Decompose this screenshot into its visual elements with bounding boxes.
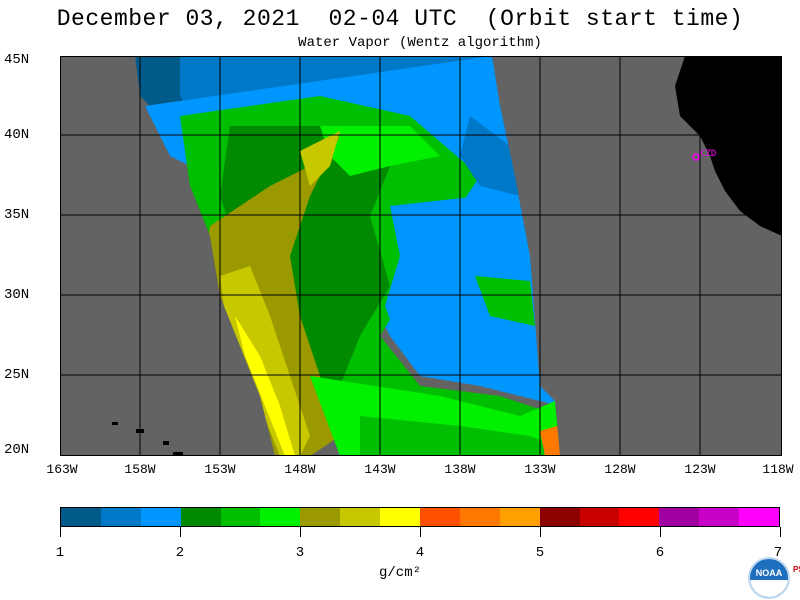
station-marker: CZD bbox=[692, 149, 716, 161]
lat-label-20n: 20N bbox=[4, 442, 30, 458]
lon-label-123w: 123W bbox=[684, 462, 716, 477]
colorbar-swatch bbox=[180, 508, 221, 526]
graticule bbox=[60, 56, 782, 456]
colorbar-swatch bbox=[619, 508, 660, 526]
colorbar-tick bbox=[540, 527, 541, 537]
lat-label-40n: 40N bbox=[4, 127, 30, 143]
psl-logo-text: PSL bbox=[793, 565, 800, 574]
colorbar-tick-label: 6 bbox=[655, 545, 665, 561]
colorbar-tick-label: 3 bbox=[295, 545, 305, 561]
colorbar-tick bbox=[420, 527, 421, 537]
colorbar-tick bbox=[300, 527, 301, 537]
map-title: December 03, 2021 02-04 UTC (Orbit start… bbox=[56, 6, 744, 32]
lon-label-158w: 158W bbox=[124, 462, 156, 477]
colorbar-tick-label: 4 bbox=[415, 545, 425, 561]
colorbar-swatch bbox=[61, 508, 101, 526]
colorbar-tick-label: 7 bbox=[773, 545, 783, 561]
colorbar-swatch bbox=[459, 508, 500, 526]
colorbar-swatch bbox=[220, 508, 261, 526]
colorbar-swatch bbox=[699, 508, 740, 526]
colorbar-tick bbox=[660, 527, 661, 537]
noaa-logo: NOAA bbox=[748, 557, 790, 599]
map-subtitle: Water Vapor (Wentz algorithm) bbox=[298, 35, 542, 51]
colorbar-tick-label: 5 bbox=[535, 545, 545, 561]
colorbar-swatch bbox=[260, 508, 301, 526]
lon-label-143w: 143W bbox=[364, 462, 396, 477]
lon-label-118w: 118W bbox=[762, 462, 794, 477]
satellite-swath bbox=[60, 56, 782, 456]
colorbar-swatch bbox=[659, 508, 700, 526]
water-vapor-map: CZD bbox=[60, 56, 782, 456]
lon-label-138w: 138W bbox=[444, 462, 476, 477]
lon-label-153w: 153W bbox=[204, 462, 236, 477]
noaa-logo-text: NOAA bbox=[755, 568, 783, 578]
lat-label-30n: 30N bbox=[4, 287, 30, 303]
colorbar bbox=[60, 507, 780, 527]
colorbar-tick-label: 1 bbox=[55, 545, 65, 561]
lon-label-148w: 148W bbox=[284, 462, 316, 477]
colorbar-swatch bbox=[380, 508, 421, 526]
lon-label-163w: 163W bbox=[46, 462, 78, 477]
colorbar-swatch bbox=[100, 508, 141, 526]
colorbar-swatch bbox=[539, 508, 580, 526]
lon-label-133w: 133W bbox=[524, 462, 556, 477]
colorbar-swatch bbox=[420, 508, 460, 526]
colorbar-swatch bbox=[579, 508, 620, 526]
colorbar-units: g/cm² bbox=[378, 565, 421, 581]
colorbar-swatch bbox=[739, 508, 780, 526]
lon-label-128w: 128W bbox=[604, 462, 636, 477]
colorbar-swatch bbox=[300, 508, 341, 526]
lat-label-45n: 45N bbox=[4, 52, 30, 68]
lat-label-25n: 25N bbox=[4, 367, 30, 383]
colorbar-swatch bbox=[140, 508, 181, 526]
colorbar-tick bbox=[60, 527, 61, 537]
colorbar-tick bbox=[180, 527, 181, 537]
colorbar-swatch bbox=[499, 508, 540, 526]
colorbar-tick bbox=[780, 527, 781, 537]
land-mass bbox=[675, 56, 782, 236]
colorbar-swatch bbox=[340, 508, 381, 526]
lat-label-35n: 35N bbox=[4, 207, 30, 223]
colorbar-tick-label: 2 bbox=[175, 545, 185, 561]
station-label: CZD bbox=[700, 149, 716, 159]
